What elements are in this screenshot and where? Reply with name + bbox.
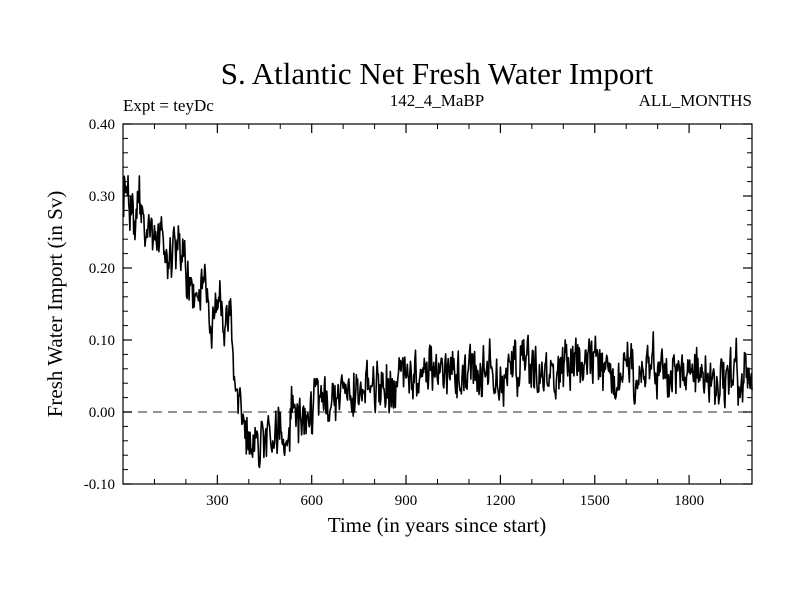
y-tick-label: -0.10	[84, 477, 115, 493]
x-tick-label: 1200	[485, 493, 515, 509]
y-tick-label: 0.20	[89, 261, 115, 277]
x-tick-label: 600	[300, 493, 323, 509]
y-tick-label: 0.30	[89, 189, 115, 205]
axis-ticks: 300 600 900 1200 1500 1800 -0.10 0.00 0.10 0.20 0.…	[84, 117, 752, 509]
x-tick-label: 1800	[674, 493, 704, 509]
x-tick-label: 1500	[580, 493, 610, 509]
y-tick-label: 0.40	[89, 117, 115, 133]
subtitle-center: 142_4_MaBP	[390, 91, 484, 110]
subtitle-left: Expt = teyDc	[123, 96, 214, 115]
x-axis-label: Time (in years since start)	[328, 513, 547, 537]
y-tick-label: 0.00	[89, 405, 115, 421]
subtitle-right: ALL_MONTHS	[639, 91, 752, 110]
x-tick-label: 900	[395, 493, 418, 509]
y-axis-label: Fresh Water Import (in Sv)	[43, 191, 67, 418]
x-tick-label: 300	[206, 493, 229, 509]
chart-title: S. Atlantic Net Fresh Water Import	[221, 56, 654, 91]
plot-area	[122, 175, 753, 469]
y-tick-label: 0.10	[89, 333, 115, 349]
series-line-0	[122, 175, 753, 469]
